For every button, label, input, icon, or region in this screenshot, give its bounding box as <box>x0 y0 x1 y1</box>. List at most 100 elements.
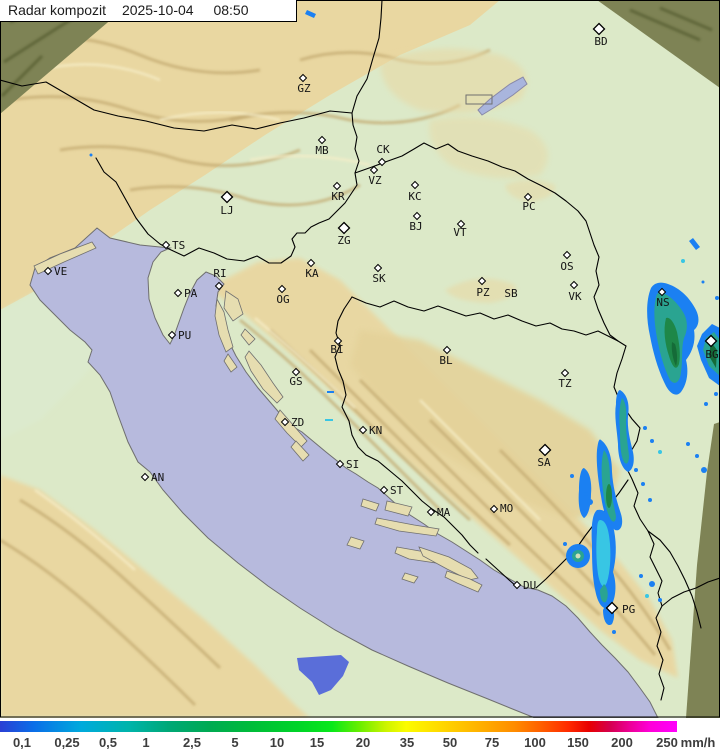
echo-speck <box>681 259 685 263</box>
venice-lido <box>33 241 97 275</box>
city-label-si: SI <box>346 458 359 471</box>
echo-speck <box>563 542 567 546</box>
city-label-lj: LJ <box>220 204 233 217</box>
sea-patch <box>297 655 349 695</box>
city-label-kr: KR <box>331 190 345 203</box>
city-marker-lj <box>220 190 234 204</box>
echo-speck <box>658 450 662 454</box>
echo-speck <box>650 439 654 443</box>
echo-speck <box>612 630 616 634</box>
scale-tick-label: 50 <box>443 735 457 750</box>
city-marker-vt <box>456 219 466 229</box>
island <box>384 500 413 517</box>
out-of-range-nw <box>0 0 134 114</box>
city-label-sa: SA <box>537 456 551 469</box>
echo-speck <box>570 474 574 478</box>
scale-tick-label: 200 <box>611 735 633 750</box>
echo-speck <box>643 426 647 430</box>
city-label-mo: MO <box>500 502 513 515</box>
echo-speck <box>701 467 707 473</box>
bosnia-highland <box>350 330 620 520</box>
echo-speck <box>689 238 700 250</box>
city-label-an: AN <box>151 471 164 484</box>
city-marker-vk <box>569 280 579 290</box>
city-marker-pu <box>167 330 177 340</box>
borders-layer <box>0 0 720 701</box>
border-hr-ba-west <box>334 296 479 554</box>
island <box>418 546 479 581</box>
border-rs-ko <box>647 530 702 629</box>
city-label-kn: KN <box>369 424 382 437</box>
echo-speck <box>639 574 643 578</box>
city-marker-ma <box>426 507 436 517</box>
echo-montenegro-dab <box>600 584 608 603</box>
city-label-sk: SK <box>372 272 386 285</box>
island <box>360 498 380 512</box>
island <box>290 440 310 462</box>
city-label-ve: VE <box>54 265 67 278</box>
echo-speck <box>587 499 593 505</box>
echo-speck <box>701 280 705 284</box>
city-marker-sa <box>538 443 552 457</box>
radar-map: GZ BD MB CK KR VZ LJ KC PC BJ VT ZG TS SK KA OS VE RI PA OG… <box>0 0 720 718</box>
scale-tick-label: 0,25 <box>54 735 79 750</box>
dinaric-highland <box>208 258 678 678</box>
lake-kis-balaton <box>465 94 493 105</box>
scale-tick-label: 2,5 <box>183 735 201 750</box>
city-marker-gs <box>291 367 301 377</box>
border-hr-ba-south <box>485 558 517 587</box>
city-label-gz: GZ <box>297 82 311 95</box>
border-hr-ba-sava <box>351 296 619 342</box>
precipitation-scale: 0,1 0,25 0,5 1 2,5 5 10 15 20 35 50 75 100 150 200 250 … <box>0 718 720 751</box>
city-label-kc: KC <box>408 190 421 203</box>
city-label-st: ST <box>390 484 404 497</box>
echo-speck <box>715 296 719 300</box>
echo-speck <box>641 482 645 486</box>
product-title: Radar kompozit <box>8 2 107 18</box>
island <box>444 570 483 593</box>
city-layer: GZ BD MB CK KR VZ LJ KC PC BJ VT ZG TS SK KA OS VE RI PA OG… <box>43 22 719 616</box>
echo-speck <box>695 454 699 458</box>
radar-echo-layer <box>89 10 720 634</box>
alps-highland <box>0 0 500 310</box>
city-label-vz: VZ <box>368 174 382 187</box>
city-marker-bg <box>704 334 718 348</box>
scale-tick-label: 5 <box>231 735 238 750</box>
city-label-sb: SB <box>504 287 518 300</box>
city-label-ck: CK <box>376 143 390 156</box>
city-marker-pz <box>477 276 487 286</box>
hills-mecsek <box>505 180 556 202</box>
radar-map-canvas: GZ BD MB CK KR VZ LJ KC PC BJ VT ZG TS SK KA OS VE RI PA OG… <box>0 0 720 718</box>
city-label-bl: BL <box>439 354 453 367</box>
city-label-vk: VK <box>568 290 582 303</box>
city-marker-ri <box>214 281 224 291</box>
city-marker-kc <box>410 180 420 190</box>
city-marker-mo <box>489 504 499 514</box>
city-label-du: DU <box>523 579 536 592</box>
border-it-si <box>95 157 170 250</box>
observation-date: 2025-10-04 <box>121 2 194 18</box>
hills-bakony <box>380 48 527 114</box>
city-label-bi: BI <box>330 343 343 356</box>
city-label-bg: BG <box>705 348 718 361</box>
echo-drina-1-core <box>619 398 629 464</box>
city-label-tz: TZ <box>558 377 572 390</box>
echo-speck <box>89 153 93 157</box>
city-label-vt: VT <box>453 226 467 239</box>
echo-drina-2-heavy <box>606 484 612 508</box>
echo-speck <box>648 498 652 502</box>
city-marker-ns <box>657 287 667 297</box>
island <box>223 290 244 322</box>
city-marker-sk <box>373 263 383 273</box>
city-marker-vz <box>369 165 379 175</box>
echo-ring-hole <box>575 553 581 559</box>
city-label-zd: ZD <box>291 416 304 429</box>
city-marker-ve <box>43 266 53 276</box>
observation-time: 08:50 <box>213 2 249 18</box>
hills-slavonia <box>445 278 516 303</box>
city-marker-bi <box>333 336 343 346</box>
city-marker-st <box>379 485 389 495</box>
city-label-pz: PZ <box>476 286 490 299</box>
city-marker-si <box>335 459 345 469</box>
